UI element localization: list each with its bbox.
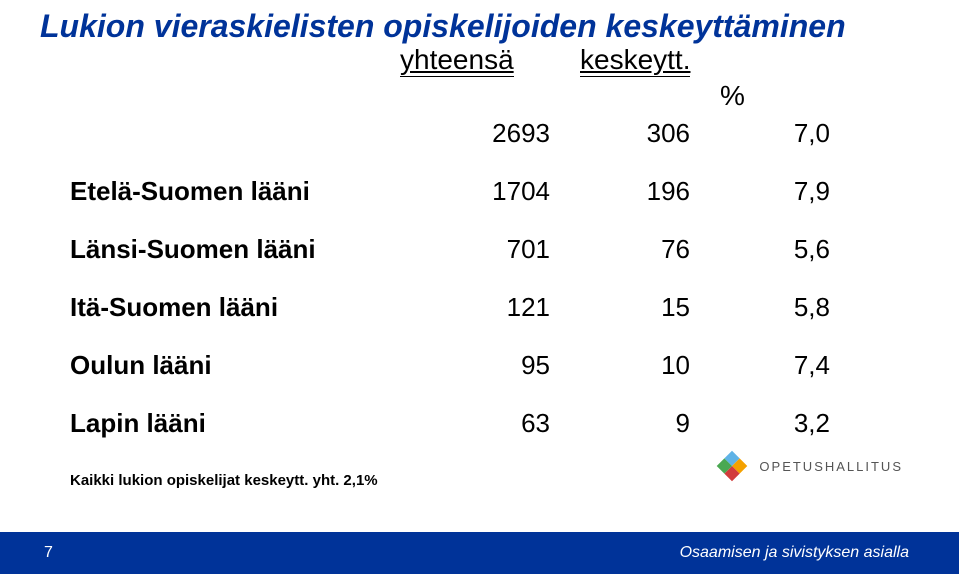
cell-total: 2693 [410,118,550,149]
table-row: Itä-Suomen lääni 121 15 5,8 [70,292,890,323]
table-row: Etelä-Suomen lääni 1704 196 7,9 [70,176,890,207]
footer-tagline: Osaamisen ja sivistyksen asialla [680,544,909,562]
diamond-icon [715,449,749,483]
table-row-total: 2693 306 7,0 [70,118,890,149]
slide-title: Lukion vieraskielisten opiskelijoiden ke… [40,8,846,45]
cell-dropouts: 10 [550,350,690,381]
cell-total: 1704 [410,176,550,207]
cell-dropouts: 196 [550,176,690,207]
page-number: 7 [44,544,53,562]
table-row: Oulun lääni 95 10 7,4 [70,350,890,381]
footer-bar: 7 Osaamisen ja sivistyksen asialla [0,532,959,574]
footnote: Kaikki lukion opiskelijat keskeytt. yht.… [70,472,378,489]
table-row: Länsi-Suomen lääni 701 76 5,6 [70,234,890,265]
logo: OPETUSHALLITUS [715,449,903,483]
cell-dropouts: 15 [550,292,690,323]
cell-dropouts: 76 [550,234,690,265]
cell-dropouts: 9 [550,408,690,439]
row-label: Etelä-Suomen lääni [70,176,410,207]
row-label: Länsi-Suomen lääni [70,234,410,265]
row-label: Lapin lääni [70,408,410,439]
row-label: Oulun lääni [70,350,410,381]
table-row: Lapin lääni 63 9 3,2 [70,408,890,439]
column-header-total: yhteensä [400,44,514,77]
cell-pct: 5,6 [690,234,830,265]
cell-pct: 7,9 [690,176,830,207]
cell-total: 121 [410,292,550,323]
column-header-dropouts: keskeytt. [580,44,690,77]
cell-total: 701 [410,234,550,265]
column-header-percent: % [720,80,745,112]
cell-dropouts: 306 [550,118,690,149]
row-label: Itä-Suomen lääni [70,292,410,323]
cell-pct: 5,8 [690,292,830,323]
cell-total: 95 [410,350,550,381]
logo-text: OPETUSHALLITUS [759,459,903,474]
cell-total: 63 [410,408,550,439]
cell-pct: 3,2 [690,408,830,439]
slide: Lukion vieraskielisten opiskelijoiden ke… [0,0,959,574]
cell-pct: 7,0 [690,118,830,149]
cell-pct: 7,4 [690,350,830,381]
